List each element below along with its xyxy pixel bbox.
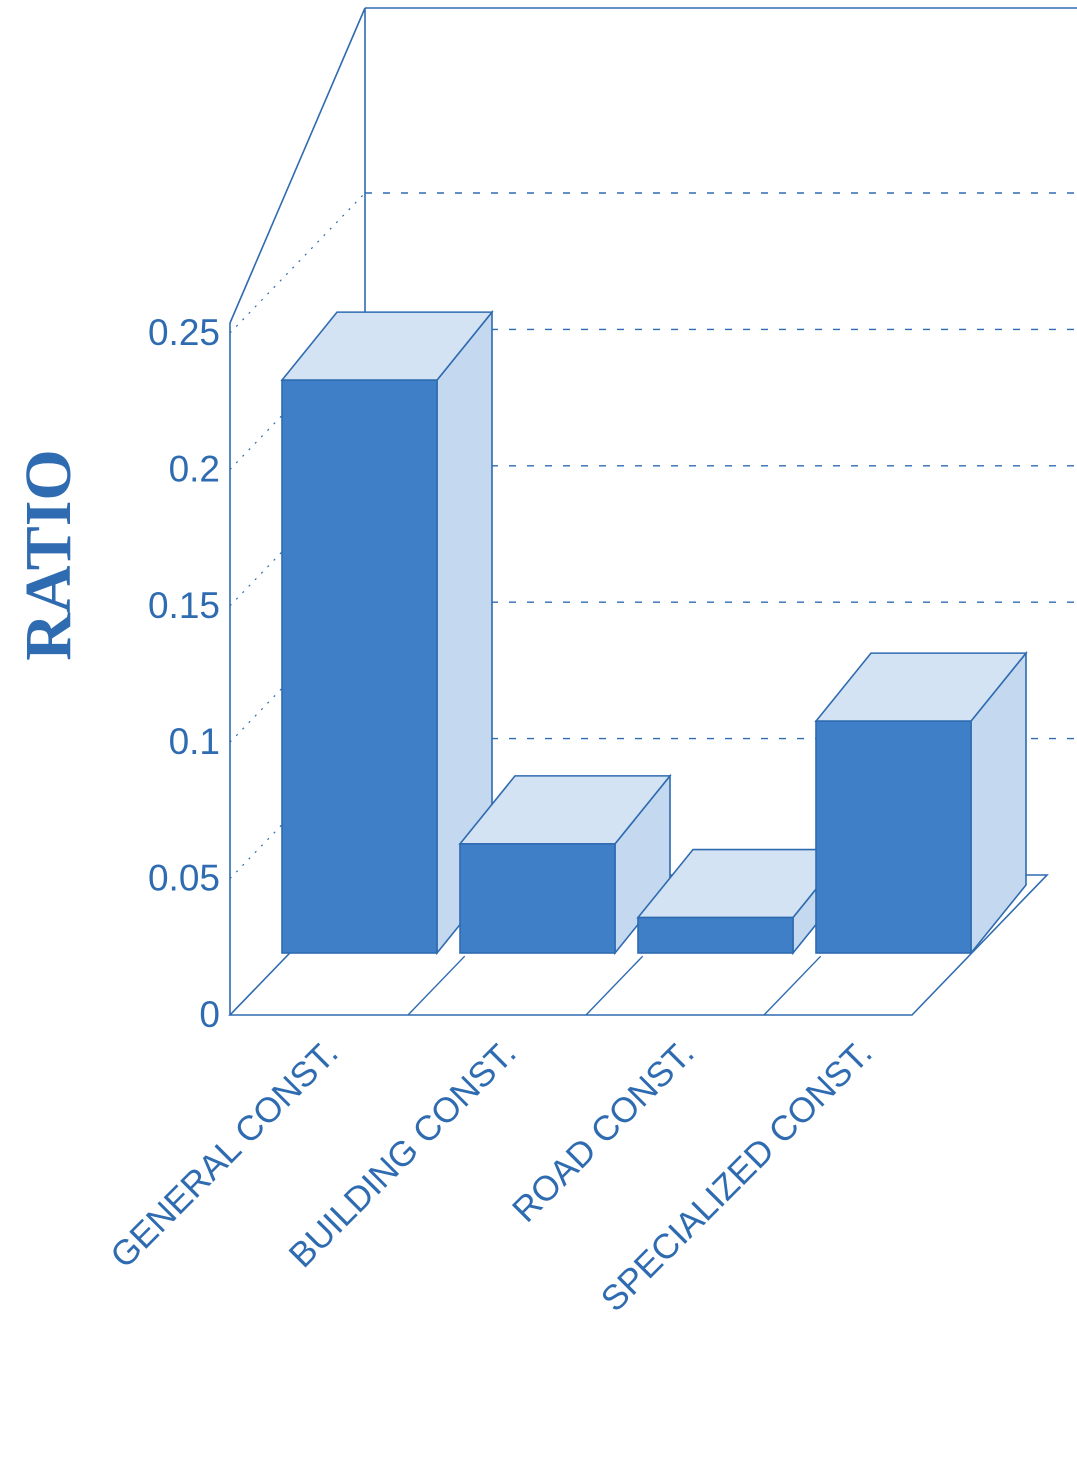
bar-0 — [280, 309, 494, 956]
bar-front-face — [815, 720, 972, 954]
y-axis-ticks: 0 0.05 0.1 0.15 0.2 0.25 — [148, 312, 220, 1035]
y-tick-label: 0.25 — [148, 312, 220, 353]
bar-front-face — [637, 916, 794, 954]
y-tick-label: 0.1 — [169, 721, 220, 762]
bar-3 — [814, 650, 1028, 956]
y-tick-label: 0.2 — [169, 448, 220, 489]
bar-1 — [458, 773, 672, 956]
x-axis-categories: GENERAL CONST.BUILDING CONST.ROAD CONST.… — [103, 1033, 880, 1319]
bars — [280, 309, 1028, 956]
left-wall-top-edge — [229, 7, 366, 324]
bar-front-face — [459, 843, 616, 954]
floor-divider-1 — [407, 955, 466, 1016]
bar-front-face — [281, 379, 438, 954]
y-tick-label: 0.15 — [148, 585, 220, 626]
y-tick-label: 0 — [199, 994, 220, 1035]
x-category-label: ROAD CONST. — [505, 1033, 702, 1230]
y-tick-label: 0.05 — [148, 858, 220, 899]
gridline-side-5 — [229, 192, 366, 334]
floor-divider-3 — [763, 955, 822, 1016]
floor-divider-2 — [585, 955, 644, 1016]
y-axis-label: RATIO — [12, 449, 85, 660]
